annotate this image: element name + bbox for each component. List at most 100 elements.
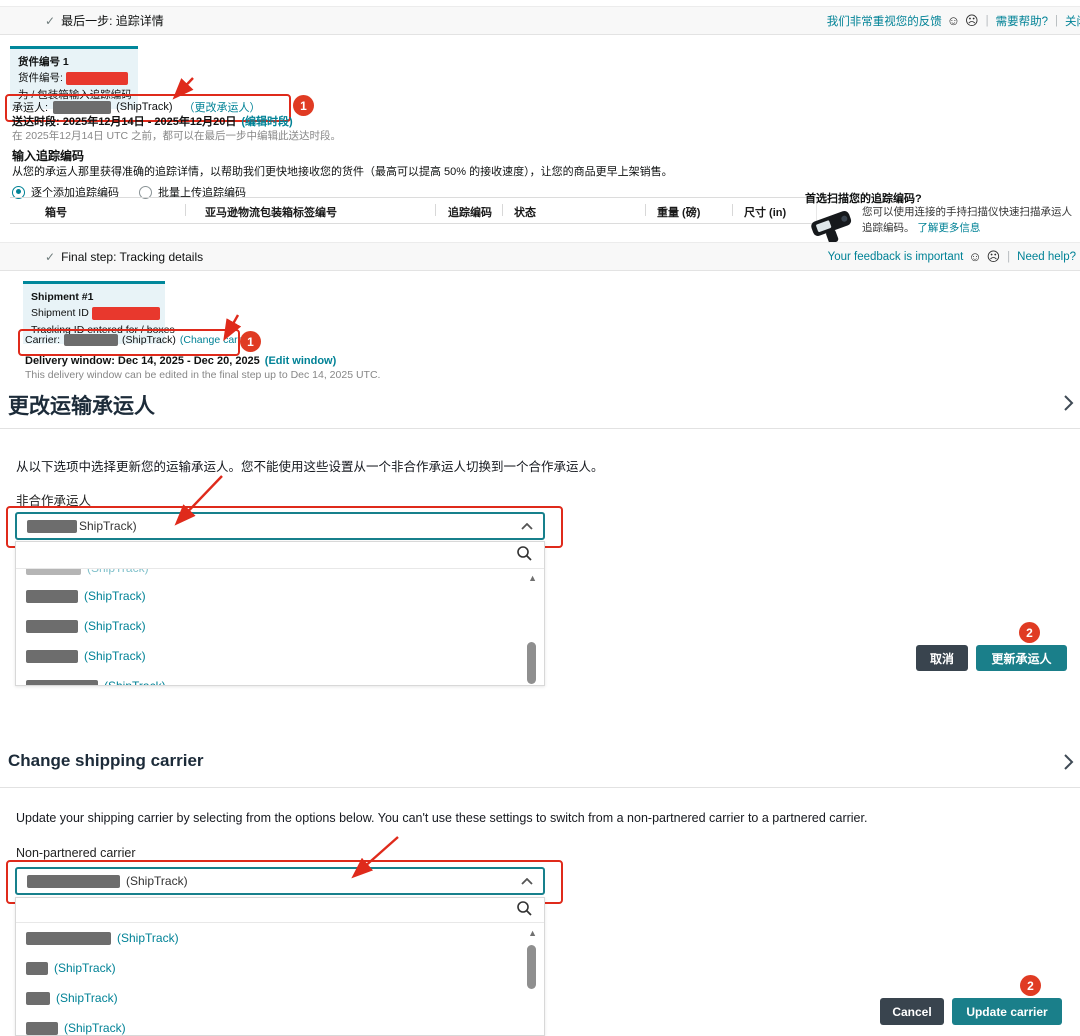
carrier-option[interactable]: (ShipTrack) xyxy=(16,671,544,686)
update-carrier-button-en[interactable]: Update carrier xyxy=(952,998,1062,1025)
carrier-option[interactable]: (ShipTrack) xyxy=(16,611,544,641)
divider xyxy=(0,787,1080,788)
carrier-option-label: (ShipTrack) xyxy=(84,619,146,633)
chevron-right-icon[interactable] xyxy=(1063,394,1074,417)
happy-face-icon[interactable]: ☺ xyxy=(946,13,961,28)
redacted-carrier-name xyxy=(26,931,111,945)
col-fba-box-label: 亚马逊物流包装箱标签编号 xyxy=(205,207,337,219)
redacted-carrier-name xyxy=(26,679,98,685)
barcode-scanner-icon xyxy=(804,203,858,248)
divider: | xyxy=(1055,14,1058,27)
search-icon xyxy=(516,545,532,566)
en-step-bar: ✓ Final step: Tracking details Your feed… xyxy=(0,242,1080,271)
carrier-option[interactable]: (ShipTrack) xyxy=(16,641,544,671)
cancel-button-cn[interactable]: 取消 xyxy=(916,645,968,671)
scroll-up-icon[interactable]: ▲ xyxy=(528,573,537,583)
en-modal-title: Change shipping carrier xyxy=(8,751,204,770)
carrier-option[interactable]: (ShipTrack) xyxy=(16,953,544,983)
en-carrier-select[interactable]: (ShipTrack) xyxy=(15,867,545,895)
scroll-up-icon[interactable]: ▲ xyxy=(528,928,537,938)
cn-feedback-link[interactable]: 我们非常重视您的反馈 xyxy=(826,15,942,28)
divider xyxy=(0,428,1080,429)
carrier-option-label: (ShipTrack) xyxy=(84,589,146,603)
cn-delivery-window-note: 在 2025年12月14日 UTC 之前，都可以在最后一步中编辑此送达时段。 xyxy=(12,130,342,142)
cn-radio-bulk-label[interactable]: 批量上传追踪编码 xyxy=(158,187,246,199)
radio-selected-icon[interactable] xyxy=(12,185,25,199)
en-field-label: Non-partnered carrier xyxy=(16,846,136,860)
happy-face-icon[interactable]: ☺ xyxy=(968,249,982,264)
carrier-option-label: (ShipTrack) xyxy=(56,991,118,1005)
en-shipment-card-title: Shipment #1 xyxy=(31,291,94,303)
chevron-up-icon xyxy=(521,517,533,535)
step-badge-1-en: 1 xyxy=(240,331,261,352)
update-carrier-button-cn[interactable]: 更新承运人 xyxy=(976,645,1067,671)
en-edit-window-link[interactable]: (Edit window) xyxy=(264,355,337,367)
en-delivery-window-row: Delivery window: Dec 14, 2025 - Dec 20, … xyxy=(25,355,336,367)
cn-scan-title: 首选扫描您的追踪编码? xyxy=(805,193,922,205)
cn-scan-learn-more-link[interactable]: 了解更多信息 xyxy=(917,221,981,234)
cn-carrier-suffix: (ShipTrack) xyxy=(116,101,173,113)
carrier-option[interactable]: (ShipTrack) xyxy=(16,983,544,1013)
en-delivery-window-text: Delivery window: Dec 14, 2025 - Dec 20, … xyxy=(25,355,260,367)
en-modal-desc: Update your shipping carrier by selectin… xyxy=(16,811,868,825)
cn-change-carrier-link[interactable]: （更改承运人） xyxy=(183,102,261,114)
redacted-carrier-name xyxy=(53,100,112,114)
cn-scan-desc-block: 您可以使用连接的手持扫描仪快速扫描承运人追踪编码。 了解更多信息 xyxy=(862,205,1080,237)
col-tracking-id: 追踪编码 xyxy=(448,207,492,219)
cancel-button-en[interactable]: Cancel xyxy=(880,998,944,1025)
carrier-option-label: (ShipTrack) xyxy=(54,961,116,975)
sad-face-icon[interactable]: ☹ xyxy=(986,249,1001,264)
scrollbar-thumb[interactable] xyxy=(527,642,536,684)
cn-need-help-link[interactable]: 需要帮助? xyxy=(995,15,1048,28)
radio-unselected-icon[interactable] xyxy=(139,185,152,199)
chevron-up-icon xyxy=(521,872,533,890)
en-feedback-link[interactable]: Your feedback is important xyxy=(827,250,964,263)
redacted-carrier-name xyxy=(27,874,120,888)
divider: | xyxy=(985,14,989,27)
carrier-option[interactable]: (ShipTrack) xyxy=(16,1013,544,1035)
redacted-shipment-id xyxy=(91,306,160,320)
redacted-carrier-name xyxy=(26,649,78,663)
redacted-carrier-name xyxy=(26,619,78,633)
cn-carrier-select[interactable]: ShipTrack) xyxy=(15,512,545,540)
cn-radio-individual-label[interactable]: 逐个添加追踪编码 xyxy=(31,187,119,199)
cn-delivery-window-row: 送达时段: 2025年12月14日 - 2025年12月20日 (编辑时段) xyxy=(12,113,293,129)
carrier-option-label: (ShipTrack) xyxy=(104,679,166,686)
redacted-carrier-name xyxy=(64,334,119,346)
cn-scan-desc: 您可以使用连接的手持扫描仪快速扫描承运人追踪编码。 xyxy=(862,206,1072,234)
en-need-help-link[interactable]: Need help? xyxy=(1017,250,1076,263)
col-box-number: 箱号 xyxy=(45,207,67,219)
search-icon xyxy=(516,900,532,921)
carrier-option[interactable]: (ShipTrack) xyxy=(16,923,544,953)
redacted-carrier-name xyxy=(26,1021,58,1035)
redacted-carrier-name xyxy=(26,569,81,575)
en-delivery-window-note: This delivery window can be edited in th… xyxy=(25,369,381,381)
en-carrier-suffix: (ShipTrack) xyxy=(122,334,176,346)
en-carrier-dropdown: (ShipTrack) (ShipTrack) (ShipTrack) (Shi… xyxy=(15,897,545,1036)
step-badge-1-cn: 1 xyxy=(293,95,314,116)
carrier-option[interactable]: (ShipTrack) xyxy=(16,569,544,581)
scrollbar-thumb[interactable] xyxy=(527,945,536,989)
redacted-carrier-name xyxy=(26,991,50,1005)
step-badge-2-en: 2 xyxy=(1020,975,1041,996)
carrier-option-label: (ShipTrack) xyxy=(84,649,146,663)
cn-edit-window-link[interactable]: (编辑时段) xyxy=(241,116,293,128)
cn-carrier-label: 承运人: xyxy=(12,102,49,114)
cn-enter-tracking-desc: 从您的承运人那里获得准确的追踪详情，以帮助我们更快地接收您的货件（最高可以提高 … xyxy=(12,166,673,178)
en-shipment-id-label: Shipment ID xyxy=(31,307,89,320)
en-step-title: Final step: Tracking details xyxy=(61,249,204,264)
cn-tracking-mode-radios: 逐个添加追踪编码 批量上传追踪编码 xyxy=(12,184,246,200)
check-icon: ✓ xyxy=(45,249,56,264)
cn-step-title: 最后一步: 追踪详情 xyxy=(61,14,164,28)
cn-close-link[interactable]: 关闭 xyxy=(1065,15,1080,28)
step-badge-2-cn: 2 xyxy=(1019,622,1040,643)
cn-modal-title: 更改运输承运人 xyxy=(8,395,155,418)
chevron-right-icon[interactable] xyxy=(1063,753,1074,776)
sad-face-icon[interactable]: ☹ xyxy=(965,13,979,28)
carrier-option[interactable]: (ShipTrack) xyxy=(16,581,544,611)
cn-carrier-search-input[interactable] xyxy=(16,542,544,569)
en-carrier-search-input[interactable] xyxy=(16,898,544,923)
carrier-option-label: (ShipTrack) xyxy=(64,1021,126,1035)
check-icon: ✓ xyxy=(45,13,56,28)
